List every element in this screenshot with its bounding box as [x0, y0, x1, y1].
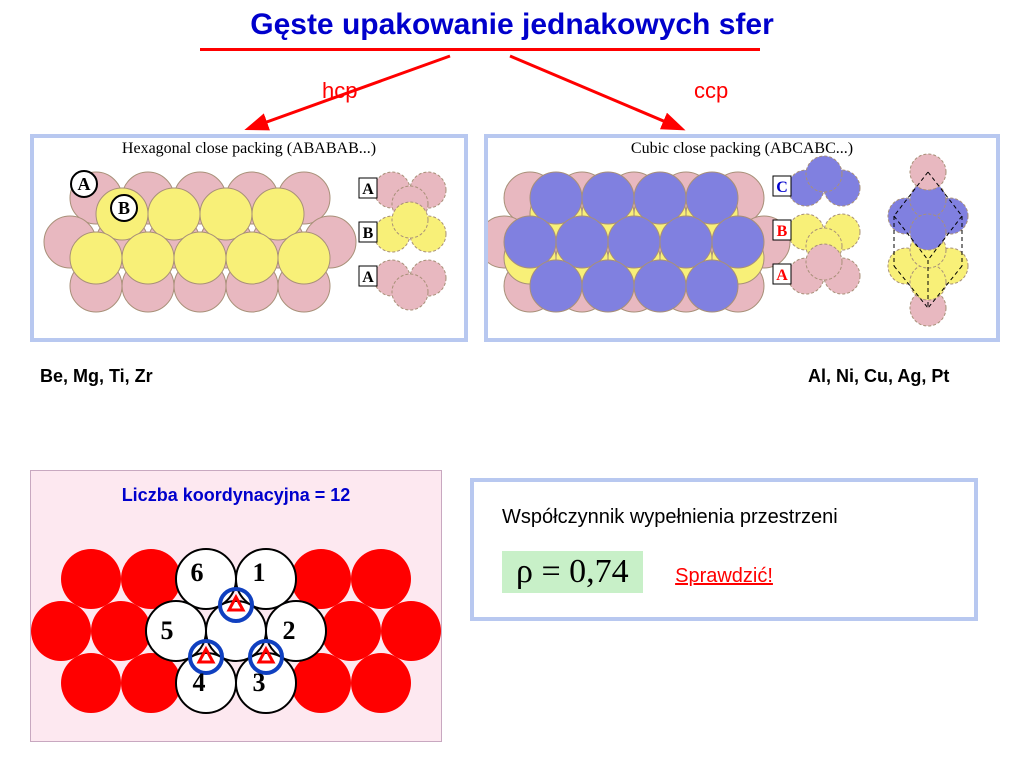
hcp-label: hcp — [322, 78, 357, 104]
hcp-panel-title: Hexagonal close packing (ABABAB...) — [34, 140, 464, 158]
svg-text:5: 5 — [161, 616, 174, 645]
coordination-diagram: 6 1 5 2 4 3 — [31, 471, 441, 741]
coordination-box: Liczba koordynacyjna = 12 6 1 5 2 4 3 — [30, 470, 442, 742]
svg-text:3: 3 — [253, 668, 266, 697]
hcp-examples: Be, Mg, Ti, Zr — [40, 366, 153, 387]
svg-text:B: B — [777, 223, 788, 240]
hcp-panel: Hexagonal close packing (ABABAB...) A B A B… — [30, 134, 468, 342]
page-title: Gęste upakowanie jednakowych sfer — [0, 8, 1024, 42]
hcp-diagram: A B A B A — [34, 138, 464, 338]
ccp-label: ccp — [694, 78, 728, 104]
svg-text:1: 1 — [253, 558, 266, 587]
svg-text:2: 2 — [283, 616, 296, 645]
svg-text:A: A — [776, 267, 788, 284]
ccp-examples: Al, Ni, Cu, Ag, Pt — [808, 366, 949, 387]
fill-factor-text: Współczynnik wypełnienia przestrzeni — [502, 506, 946, 529]
coordination-title: Liczba koordynacyjna = 12 — [31, 485, 441, 506]
svg-text:C: C — [776, 179, 788, 196]
svg-text:A: A — [362, 181, 374, 198]
ccp-panel: Cubic close packing (ABCABC...) C B A — [484, 134, 1000, 342]
fill-factor-box: Współczynnik wypełnienia przestrzeni ρ =… — [470, 478, 978, 621]
ccp-panel-title: Cubic close packing (ABCABC...) — [488, 140, 996, 158]
check-link[interactable]: Sprawdzić! — [675, 565, 773, 587]
svg-text:4: 4 — [193, 668, 206, 697]
svg-text:B: B — [118, 198, 130, 218]
rho-value: ρ = 0,74 — [502, 551, 643, 593]
svg-text:A: A — [362, 269, 374, 286]
svg-text:6: 6 — [191, 558, 204, 587]
ccp-diagram: C B A — [488, 138, 996, 338]
svg-text:B: B — [363, 225, 374, 242]
svg-text:A: A — [78, 174, 91, 194]
